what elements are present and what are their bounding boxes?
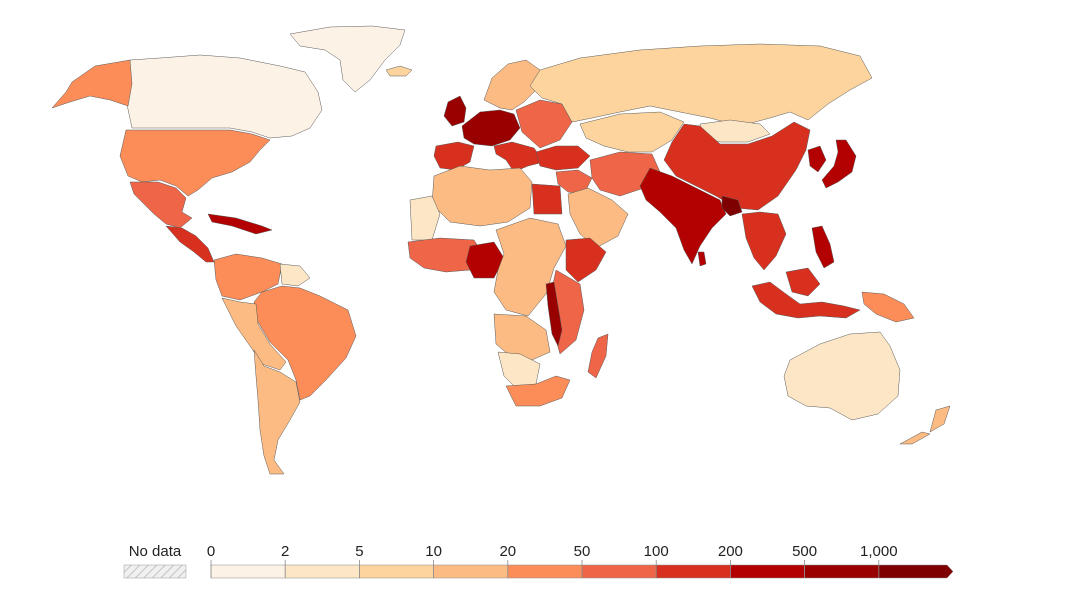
region-caribbean: [207, 213, 273, 235]
map-land-regions: [51, 25, 951, 475]
region-greenland: [289, 25, 406, 93]
region-bangladesh: [721, 195, 743, 217]
region-caucasus-turkey: [535, 145, 591, 171]
legend-tick-label: 0: [207, 543, 215, 560]
region-ethiopia: [565, 237, 607, 283]
region-arabia: [567, 187, 629, 249]
region-peru-bolivia: [221, 297, 287, 371]
legend-bin-6: [655, 564, 731, 579]
legend-no-data-swatch: [123, 564, 187, 579]
legend-tick-label: 50: [574, 543, 591, 560]
legend-bin-3: [433, 564, 509, 579]
region-colombia-venezuela: [213, 253, 283, 301]
region-central-africa: [493, 217, 567, 317]
legend-no-data-label: No data: [129, 543, 182, 560]
legend-tick-label: 20: [499, 543, 516, 560]
legend: No data 0 2 5 10 20 50 100 200 500 1,000: [123, 543, 954, 579]
region-guianas: [279, 263, 311, 287]
region-china: [663, 121, 811, 211]
region-great-lakes: [545, 281, 563, 347]
legend-tick-labels: 0 2 5 10 20 50 100 200 500 1,000: [207, 543, 898, 578]
region-usa: [119, 129, 271, 197]
region-russia: [529, 43, 873, 127]
region-central-america: [165, 225, 215, 263]
region-australia: [783, 331, 901, 421]
region-korea: [807, 145, 827, 173]
legend-bin-1: [284, 564, 360, 579]
legend-tick-label: 1,000: [860, 543, 898, 560]
region-iberia: [433, 141, 475, 171]
region-sri-lanka: [697, 251, 707, 267]
region-nigeria: [465, 241, 505, 279]
region-iceland: [385, 65, 413, 77]
region-madagascar: [587, 333, 609, 379]
region-western-sahara: [409, 195, 441, 241]
legend-tick-label: 5: [355, 543, 363, 560]
legend-tick-label: 10: [425, 543, 442, 560]
legend-bin-7: [730, 564, 805, 579]
region-italy-balkans: [493, 141, 545, 173]
legend-bin-2: [359, 564, 434, 579]
region-alaska: [51, 59, 133, 109]
region-philippines: [811, 225, 835, 269]
region-egypt: [531, 183, 563, 215]
legend-bin-9: [878, 564, 954, 579]
region-indonesia: [751, 267, 861, 319]
legend-bin-4: [507, 564, 583, 579]
region-new-zealand: [899, 405, 951, 445]
region-japan: [821, 139, 857, 189]
region-north-africa: [431, 165, 533, 227]
legend-bin-5: [581, 564, 657, 579]
region-mexico: [129, 181, 193, 229]
region-papua-new-guinea: [861, 291, 915, 323]
legend-bin-8: [804, 564, 880, 579]
region-angola-zambia: [493, 313, 551, 361]
region-mainland-se-asia: [741, 211, 787, 271]
legend-bin-0: [210, 564, 286, 579]
region-brazil: [253, 285, 357, 401]
region-western-europe: [461, 109, 521, 147]
region-uk-ireland: [443, 95, 467, 127]
region-eastern-europe: [515, 99, 573, 149]
region-central-asia: [579, 111, 685, 153]
legend-tick-label: 500: [792, 543, 817, 560]
legend-tick-label: 200: [718, 543, 743, 560]
region-canada: [125, 54, 323, 139]
legend-tick-label: 2: [281, 543, 289, 560]
legend-tick-label: 100: [644, 543, 669, 560]
region-southern-cone: [253, 349, 301, 475]
region-pakistan-india: [639, 167, 727, 265]
region-south-africa: [505, 375, 571, 407]
